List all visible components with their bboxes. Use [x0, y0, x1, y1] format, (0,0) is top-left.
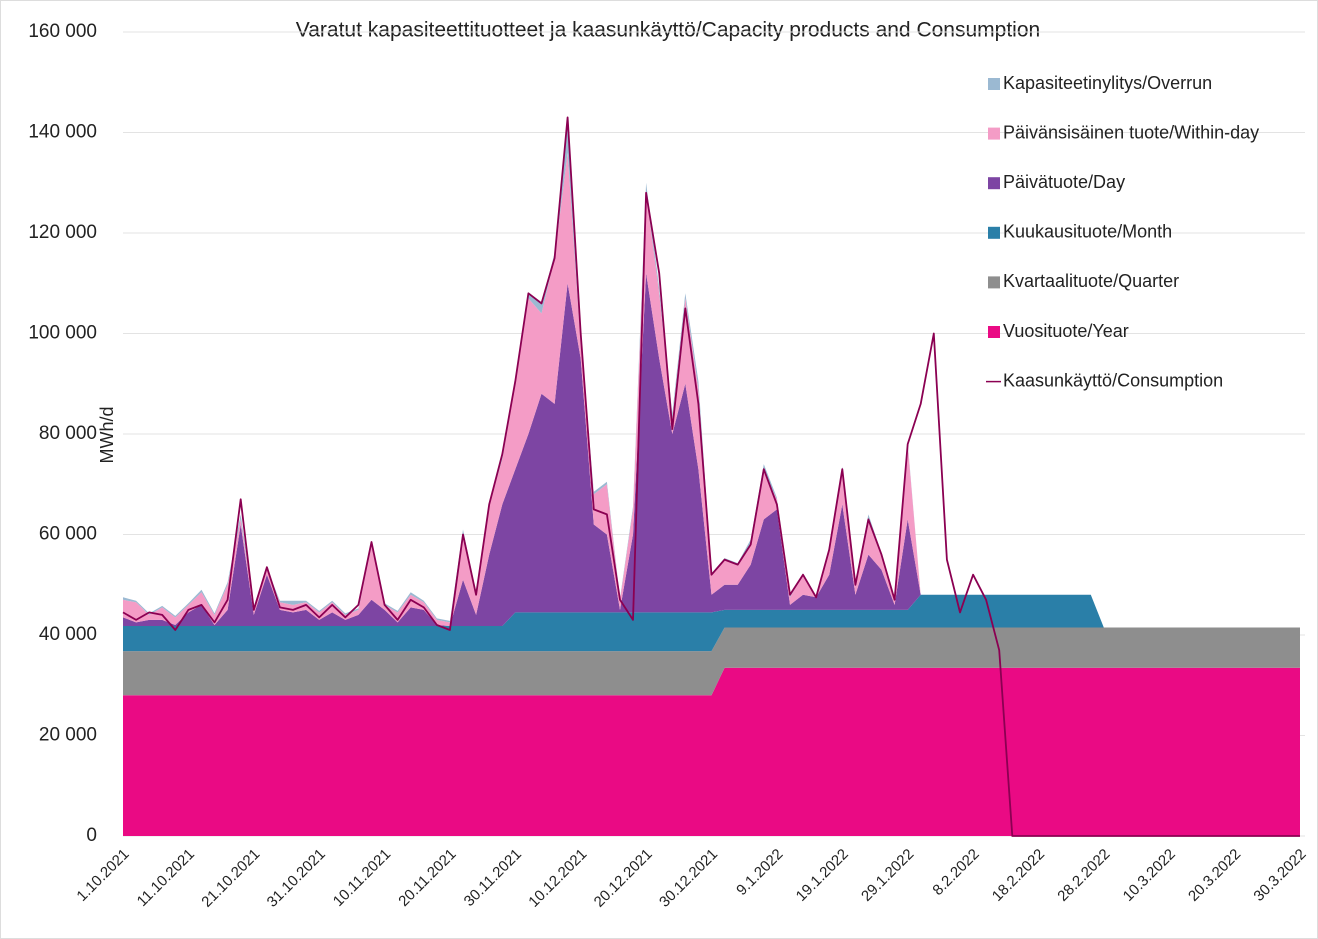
y-tick-label: 100 000	[28, 323, 97, 344]
chart-title: Varatut kapasiteettituotteet ja kaasunkä…	[296, 19, 1040, 42]
legend-swatch	[988, 127, 1000, 140]
legend-label: Kvartaalituote/Quarter	[1003, 271, 1179, 291]
legend-label: Päivätuote/Day	[1003, 172, 1125, 192]
y-tick-label: 160 000	[28, 21, 97, 42]
legend-label: Kapasiteetinylitys/Overrun	[1003, 73, 1212, 93]
legend-label: Vuosituote/Year	[1003, 321, 1129, 341]
y-tick-label: 80 000	[39, 423, 97, 444]
y-axis-title: MWh/d	[97, 406, 117, 463]
legend-swatch	[988, 177, 1000, 190]
area	[123, 594, 1300, 652]
y-tick-label: 20 000	[39, 725, 97, 746]
line	[122, 116, 1300, 837]
legend-swatch	[988, 78, 1000, 90]
area	[123, 273, 1300, 628]
legend-swatch	[988, 326, 1000, 338]
legend-label: Kaasunkäyttö/Consumption	[1003, 370, 1223, 390]
y-tick-label: 40 000	[39, 624, 97, 645]
legend-swatch	[988, 276, 1000, 289]
legend-swatch	[988, 226, 1000, 239]
area	[123, 627, 1300, 696]
y-tick-label: 0	[86, 825, 97, 846]
y-tick-label: 140 000	[28, 122, 97, 143]
legend-label: Kuukausituote/Month	[1003, 222, 1172, 242]
y-tick-label: 120 000	[28, 222, 97, 243]
legend-label: Päivänsisäinen tuote/Within-day	[1003, 122, 1259, 142]
area	[123, 667, 1300, 836]
y-tick-label: 60 000	[39, 524, 97, 545]
